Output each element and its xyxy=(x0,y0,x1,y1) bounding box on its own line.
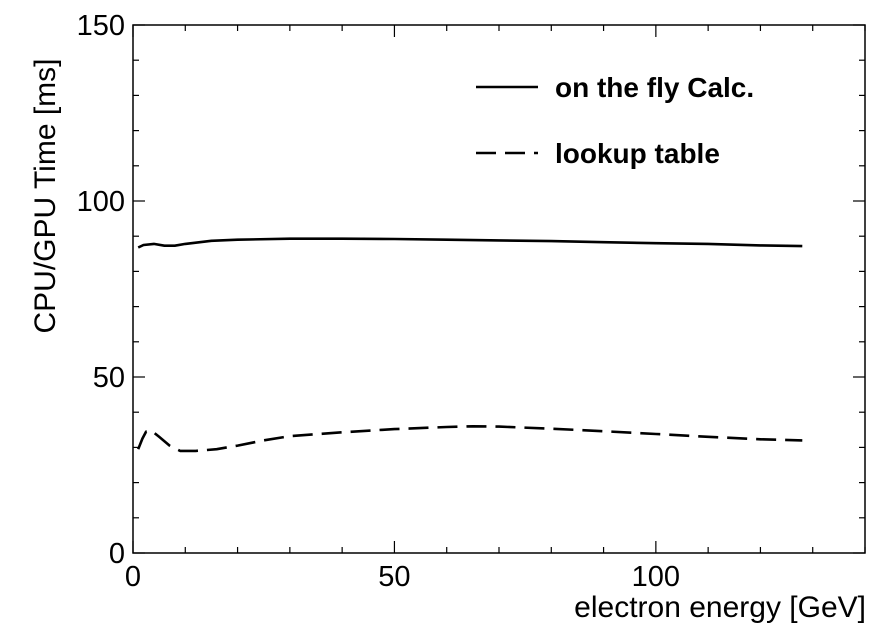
y-tick-label: 100 xyxy=(77,186,125,218)
y-tick-label: 50 xyxy=(93,362,125,394)
axis-ticks: 0 50 100 0 50 100 150 xyxy=(77,10,866,593)
axes xyxy=(132,24,866,554)
legend-label-1: on the fly Calc. xyxy=(555,72,754,103)
y-axis-label: CPU/GPU Time [ms] xyxy=(29,58,62,333)
series-lines xyxy=(136,237,803,453)
legend: on the fly Calc. lookup table xyxy=(476,72,754,169)
x-axis-label: electron energy [GeV] xyxy=(574,591,866,624)
series-line-2 xyxy=(136,424,803,453)
y-tick-label: 150 xyxy=(77,10,125,42)
legend-label-2: lookup table xyxy=(555,138,720,169)
x-tick-label: 100 xyxy=(632,561,680,593)
x-tick-label: 0 xyxy=(125,561,141,593)
x-tick-label: 50 xyxy=(378,561,410,593)
plot-frame xyxy=(132,24,866,554)
series-line-1 xyxy=(137,237,803,249)
y-tick-label: 0 xyxy=(109,538,125,570)
